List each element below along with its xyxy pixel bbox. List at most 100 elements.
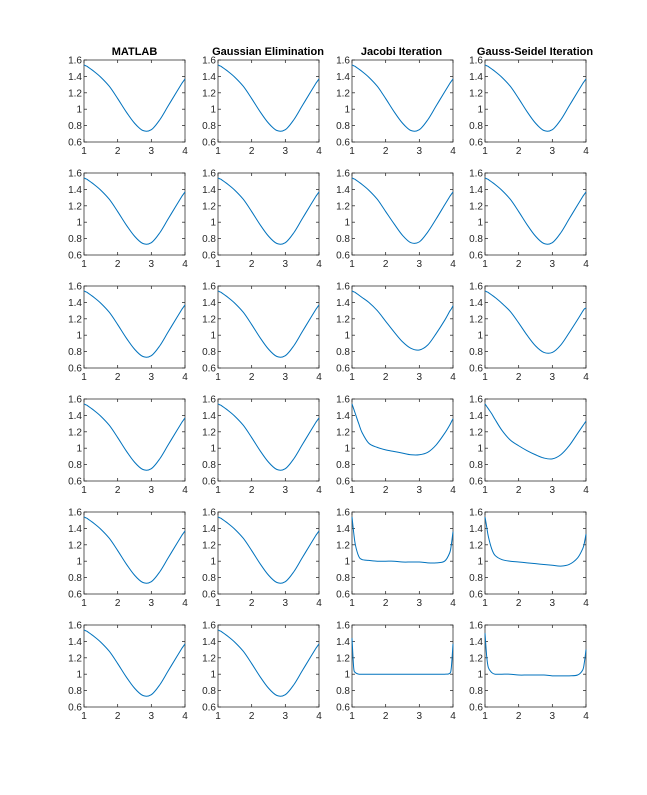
y-tick-label: 1 xyxy=(76,218,82,229)
y-tick-label: 0.8 xyxy=(469,234,483,245)
y-tick-label: 0.6 xyxy=(336,703,350,714)
axes-box-r6c4 xyxy=(484,624,587,708)
x-tick-label: 1 xyxy=(215,485,221,496)
y-tick-label: 1.4 xyxy=(202,298,216,309)
y-tick-label: 0.6 xyxy=(202,364,216,375)
subplot-r5c3: 1 2 3 4 0.6 0.8 1 1.2 1.4 1.6 xyxy=(336,508,456,610)
subplot-r6c1: 1 2 3 4 0.6 0.8 1 1.2 1.4 1.6 xyxy=(68,621,188,723)
y-tick-label: 1.4 xyxy=(68,72,82,83)
x-tick-label: 3 xyxy=(417,259,423,270)
y-tick-label: 1.6 xyxy=(469,395,483,406)
y-tick-label: 1.4 xyxy=(202,185,216,196)
axes-box-r5c3 xyxy=(351,511,454,595)
y-tick-label: 0.8 xyxy=(68,460,82,471)
x-tick-label: 3 xyxy=(417,485,423,496)
x-tick-label: 2 xyxy=(383,146,389,157)
subplot-r1c3: 1 2 3 4 0.6 0.8 1 1.2 1.4 1.6 xyxy=(336,56,456,158)
y-tick-label: 1.2 xyxy=(469,314,483,325)
x-tick-label: 1 xyxy=(482,598,488,609)
x-tick-label: 1 xyxy=(215,146,221,157)
x-tick-label: 2 xyxy=(115,711,121,722)
x-tick-label: 2 xyxy=(115,372,121,383)
x-tick-label: 1 xyxy=(349,485,355,496)
y-tick-label: 0.6 xyxy=(68,703,82,714)
y-tick-label: 1.2 xyxy=(68,427,82,438)
axes-box-r3c4 xyxy=(484,285,587,369)
y-tick-label: 0.6 xyxy=(336,477,350,488)
y-tick-label: 1 xyxy=(210,670,216,681)
y-tick-label: 1 xyxy=(344,444,350,455)
series-line-r2c3 xyxy=(351,177,454,244)
x-tick-label: 4 xyxy=(182,146,188,157)
y-tick-label: 1 xyxy=(210,105,216,116)
y-tick-label: 0.8 xyxy=(469,347,483,358)
column-title-matlab: MATLAB xyxy=(112,46,158,58)
y-tick-label: 1.6 xyxy=(68,621,82,632)
y-tick-label: 1 xyxy=(477,670,483,681)
y-tick-label: 1.2 xyxy=(469,540,483,551)
y-tick-label: 1.4 xyxy=(336,637,350,648)
x-tick-label: 3 xyxy=(283,146,289,157)
y-tick-label: 1.2 xyxy=(202,88,216,99)
x-tick-label: 3 xyxy=(149,485,155,496)
y-tick-label: 1.6 xyxy=(336,621,350,632)
y-tick-label: 1.6 xyxy=(202,621,216,632)
y-tick-label: 0.8 xyxy=(68,573,82,584)
x-tick-label: 4 xyxy=(182,372,188,383)
y-tick-label: 1.4 xyxy=(336,411,350,422)
x-tick-label: 1 xyxy=(482,259,488,270)
x-tick-label: 4 xyxy=(583,711,589,722)
y-tick-label: 1.4 xyxy=(469,72,483,83)
subplot-r3c3: 1 2 3 4 0.6 0.8 1 1.2 1.4 1.6 xyxy=(336,282,456,384)
series-line-r5c2 xyxy=(217,516,320,584)
x-tick-label: 1 xyxy=(349,711,355,722)
y-tick-label: 0.6 xyxy=(202,703,216,714)
y-tick-label: 0.8 xyxy=(202,234,216,245)
x-tick-label: 4 xyxy=(450,598,456,609)
x-tick-label: 4 xyxy=(450,259,456,270)
x-tick-label: 1 xyxy=(81,485,87,496)
y-tick-label: 0.8 xyxy=(336,460,350,471)
series-line-r6c3 xyxy=(351,638,454,675)
series-line-r2c4 xyxy=(484,177,587,245)
y-tick-label: 1.2 xyxy=(68,540,82,551)
series-line-r3c2 xyxy=(217,290,320,358)
y-tick-label: 1.4 xyxy=(336,185,350,196)
y-tick-label: 1.4 xyxy=(68,524,82,535)
y-tick-label: 1.2 xyxy=(336,314,350,325)
subplot-r3c1: 1 2 3 4 0.6 0.8 1 1.2 1.4 1.6 xyxy=(68,282,188,384)
axes-box-r1c4 xyxy=(484,59,587,143)
y-tick-label: 1 xyxy=(477,557,483,568)
y-tick-label: 0.8 xyxy=(68,686,82,697)
subplot-r1c4: 1 2 3 4 0.6 0.8 1 1.2 1.4 1.6 xyxy=(469,56,589,158)
x-tick-label: 3 xyxy=(550,598,556,609)
y-tick-label: 1 xyxy=(344,670,350,681)
y-tick-label: 1.4 xyxy=(469,298,483,309)
x-tick-label: 1 xyxy=(349,259,355,270)
y-tick-label: 0.6 xyxy=(469,590,483,601)
y-tick-label: 1.2 xyxy=(202,201,216,212)
x-tick-label: 1 xyxy=(482,711,488,722)
x-tick-label: 1 xyxy=(482,372,488,383)
subplot-r2c1: 1 2 3 4 0.6 0.8 1 1.2 1.4 1.6 xyxy=(68,169,188,271)
x-tick-label: 2 xyxy=(249,372,255,383)
y-tick-label: 1.4 xyxy=(202,524,216,535)
x-tick-label: 3 xyxy=(550,259,556,270)
y-tick-label: 1.6 xyxy=(336,508,350,519)
y-tick-label: 1 xyxy=(76,670,82,681)
x-tick-label: 4 xyxy=(583,598,589,609)
y-tick-label: 1.6 xyxy=(469,621,483,632)
y-tick-label: 0.8 xyxy=(202,460,216,471)
x-tick-label: 3 xyxy=(550,711,556,722)
x-tick-label: 3 xyxy=(283,372,289,383)
x-tick-label: 1 xyxy=(215,711,221,722)
x-tick-label: 2 xyxy=(249,598,255,609)
x-tick-label: 2 xyxy=(383,259,389,270)
y-tick-label: 0.6 xyxy=(202,590,216,601)
subplot-r3c4: 1 2 3 4 0.6 0.8 1 1.2 1.4 1.6 xyxy=(469,282,589,384)
subplot-r5c1: 1 2 3 4 0.6 0.8 1 1.2 1.4 1.6 xyxy=(68,508,188,610)
y-tick-label: 1.6 xyxy=(202,56,216,67)
y-tick-label: 1.6 xyxy=(469,282,483,293)
x-tick-label: 3 xyxy=(417,372,423,383)
